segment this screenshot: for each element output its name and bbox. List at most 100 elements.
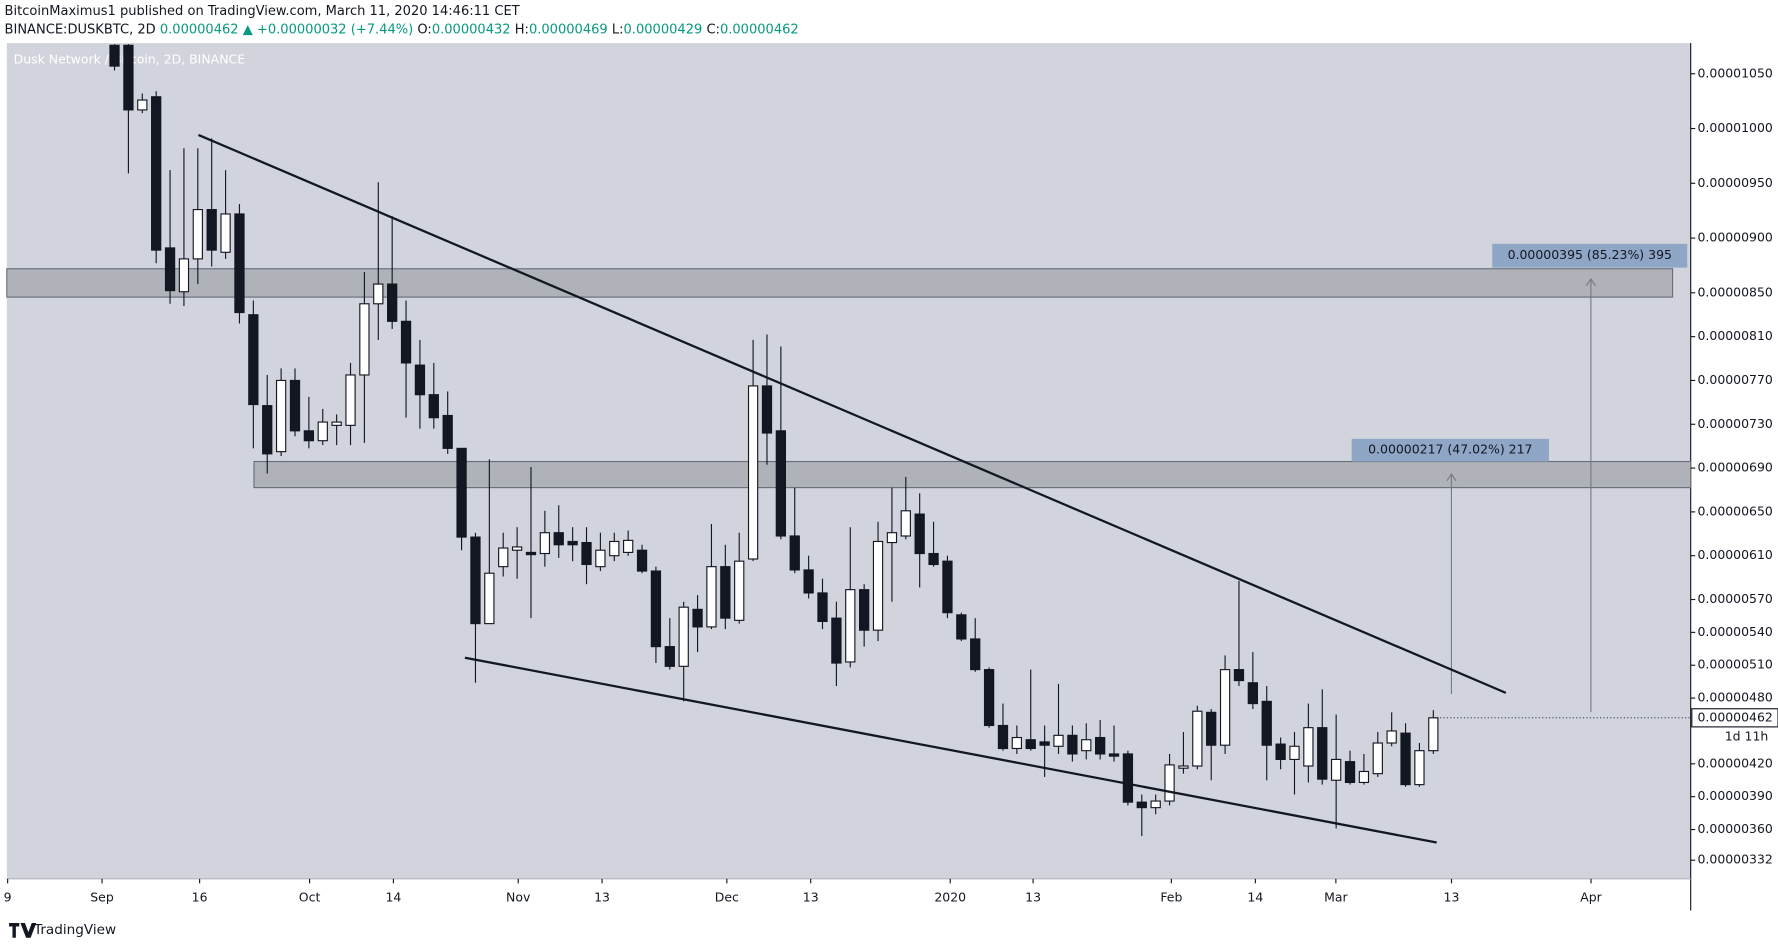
y-tick-label: 0.00000900 [1697,230,1772,245]
price-change: ▲ +0.00000032 (+7.44%) [243,22,413,37]
candle-body [1136,801,1147,809]
candles [109,44,1439,837]
measure-label-box [1492,243,1688,268]
candle-body [303,430,315,442]
ohlc-value: 0.00000462 [720,22,799,37]
arrow-head [1446,472,1457,482]
y-tick-label: 0.00000480 [1697,690,1772,705]
candle-body [220,213,231,253]
y-tick-label: 0.00001000 [1697,120,1772,135]
candle-body [1122,753,1134,803]
candle-body [206,209,217,251]
candle-body [567,540,578,546]
x-tick-label: 13 [803,890,819,905]
candle-body [886,532,898,544]
y-tick-label: 0.00000420 [1697,755,1772,770]
candle-body [1414,750,1425,786]
trend-line [197,133,1507,694]
candle-body [872,540,884,631]
candle-body [1386,730,1397,744]
y-tick-label: 0.00000360 [1697,821,1772,836]
candle-body [692,608,703,628]
candle-body [1247,682,1258,705]
candle-body [1428,717,1439,752]
last-price-tag [1691,708,1778,728]
footer-logo [9,923,37,938]
y-tick-label: 0.00000810 [1697,328,1772,343]
candle-body [1164,764,1175,802]
candle-body [331,421,342,426]
y-tick-label: 0.00000540 [1697,624,1772,639]
candle-body [942,560,953,614]
candle-body [262,405,273,455]
candle-body [789,535,800,571]
candle-body [1095,736,1106,755]
candle-body [970,638,981,671]
candle-body [345,374,356,426]
last-price-label: 0.00000462 [1697,709,1772,724]
ohlc-value: 0.00000429 [624,22,703,37]
ohlc-label: H: [515,22,529,37]
y-tick-label: 0.00000850 [1697,284,1772,299]
candle-body [289,379,301,432]
candle-body [1025,739,1036,750]
candle-body [1053,734,1064,747]
candle-body [1358,770,1370,784]
candle-body [1150,800,1161,809]
footer-brand: TradingView [33,922,116,938]
candle-body [553,532,564,546]
arrow-head [1585,277,1596,287]
y-tick-label: 0.00000332 [1697,852,1772,867]
candle-body [484,572,495,625]
candle-body [747,385,759,560]
candle-body [623,539,634,553]
candle-body [164,247,176,292]
candle-body [817,592,828,622]
x-tick-label: 13 [1025,890,1041,905]
footer-band [0,910,1778,948]
candle-body [1289,745,1300,761]
candle-body [1178,765,1189,769]
x-tick-label: Apr [1580,890,1602,905]
candle-body [1330,758,1342,781]
y-tick-label: 0.00001050 [1697,65,1772,80]
y-tick-label: 0.00000770 [1697,372,1772,387]
candle-body [803,569,814,594]
y-tick-label: 0.00000950 [1697,175,1772,190]
candle-body [734,560,745,621]
candle-body [275,379,287,453]
countdown-label: 1d 11h [1725,729,1769,744]
drawings [6,243,1692,713]
measure-label: 0.00000217 (47.02%) 217 [1368,442,1532,457]
candle-body [234,213,245,314]
candle-body [928,552,939,566]
ohlc-value: 0.00000469 [529,22,608,37]
x-tick-label: Oct [299,890,321,905]
y-tick-label: 0.00000690 [1697,460,1772,475]
candle-body [442,414,453,449]
candle-body [1011,736,1023,750]
x-tick-label: 13 [1444,890,1460,905]
candle-body [456,447,467,538]
candle-body [1219,669,1231,746]
y-tick-label: 0.00000730 [1697,416,1772,431]
candle-body [192,209,203,260]
candle-body [1303,727,1314,767]
publisher: BitcoinMaximus1 published on TradingView… [5,4,520,19]
candle-body [1233,669,1245,682]
y-tick-label: 0.00000570 [1697,591,1772,606]
candle-body [900,510,911,537]
candle-body [511,546,523,551]
candle-body [359,303,370,376]
candle-body [720,566,731,619]
ohlc-value: 0.00000432 [432,22,511,37]
resistance-zone [6,268,1674,298]
candle-body [914,513,925,555]
candle-body [1067,734,1078,755]
candle-body [664,646,675,667]
measure-label: 0.00000395 (85.23%) 395 [1508,247,1672,262]
countdown-tag [1720,728,1773,747]
candle-body [678,606,689,667]
